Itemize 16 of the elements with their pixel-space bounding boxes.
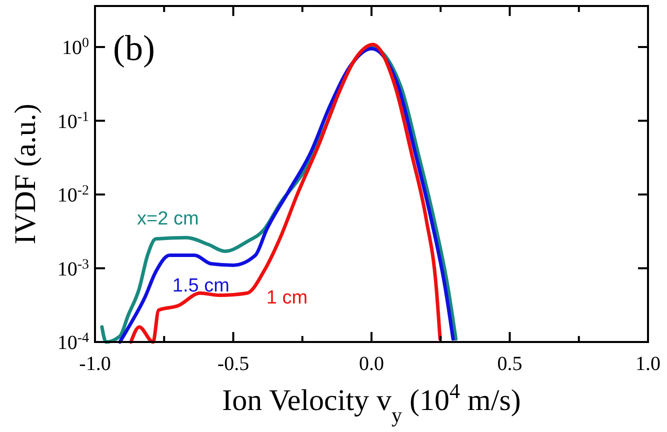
y-tick-label: 10$^{-1}$	[57, 109, 89, 133]
x-axis-title: Ion Velocity v$_{y}$ (10$^{4}$ m/s)	[222, 379, 521, 427]
y-axis-title: IVDF (a.u.)	[9, 104, 42, 244]
annotation: (b)	[113, 28, 155, 68]
x-tick-label: 0.5	[497, 353, 522, 375]
series-label: 1 cm	[266, 287, 308, 308]
x-tick-label: -1.0	[79, 353, 111, 375]
y-tick-label: 10$^{-4}$	[57, 330, 89, 354]
series-label: 1.5 cm	[172, 276, 230, 297]
x-tick-label: 1.0	[636, 353, 660, 375]
x-tick-label: 0.0	[359, 353, 384, 375]
x-tick-label: -0.5	[217, 353, 250, 375]
series-label: x=2 cm	[137, 208, 199, 230]
y-tick-label: 10$^{-3}$	[57, 256, 89, 280]
y-tick-label: 10$^{0}$	[62, 36, 89, 60]
y-tick-label: 10$^{-2}$	[57, 183, 89, 207]
